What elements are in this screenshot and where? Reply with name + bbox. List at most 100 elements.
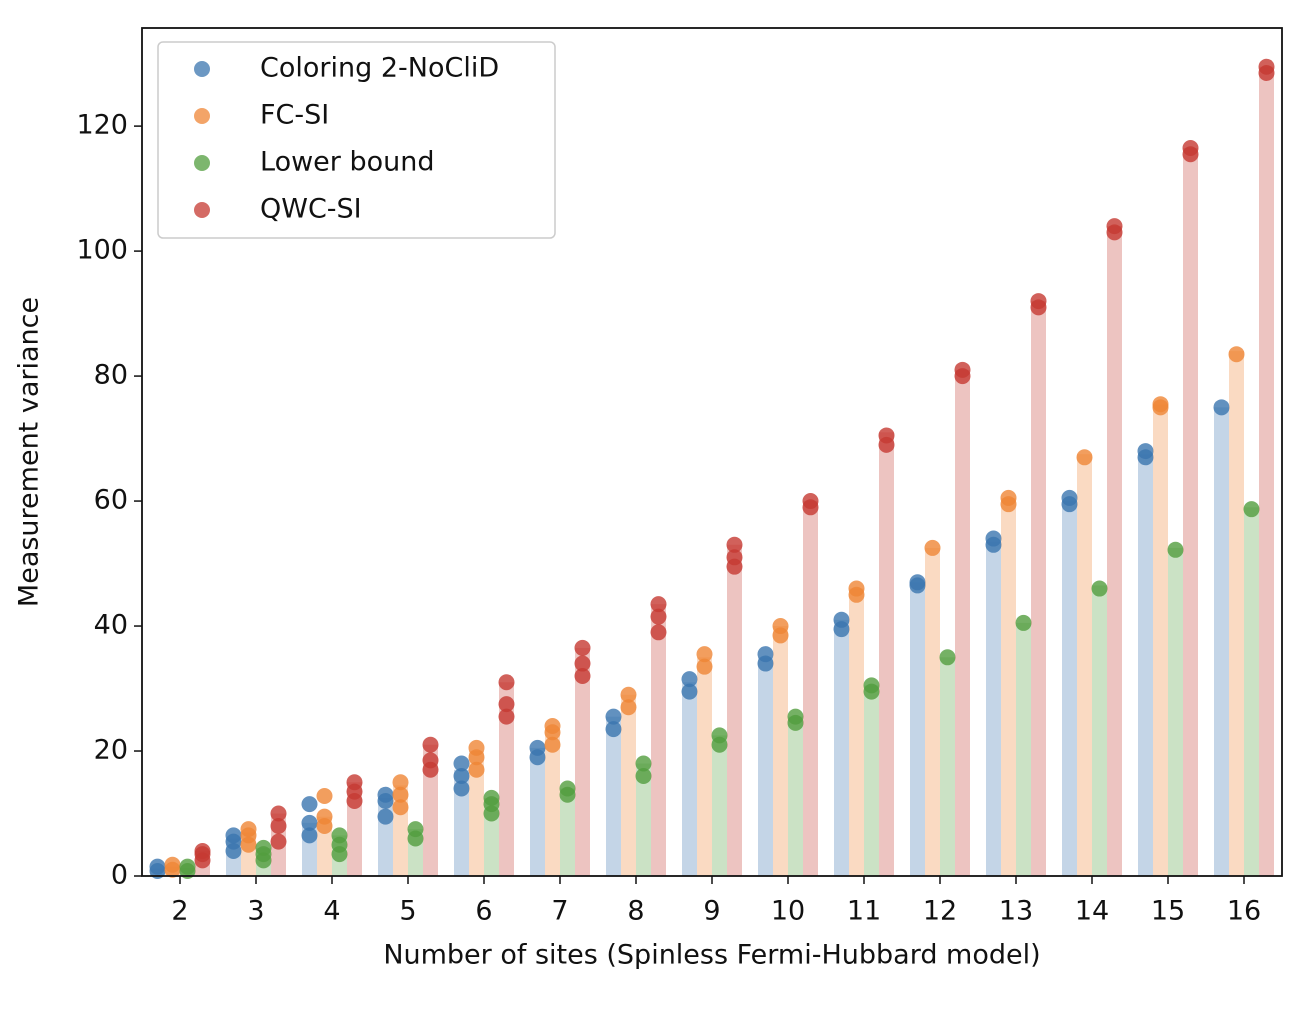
- x-tick-label: 15: [1151, 896, 1185, 927]
- point: [301, 814, 318, 831]
- point: [863, 677, 880, 694]
- point: [270, 818, 287, 835]
- point: [225, 827, 242, 844]
- bar: [955, 369, 970, 876]
- bar: [621, 694, 636, 876]
- point: [301, 827, 318, 844]
- point: [878, 427, 895, 444]
- point: [726, 549, 743, 566]
- bar: [606, 716, 621, 876]
- point: [346, 774, 363, 791]
- point: [1061, 489, 1078, 506]
- point: [270, 833, 287, 850]
- bar: [1229, 351, 1244, 876]
- point: [605, 708, 622, 725]
- point: [650, 596, 667, 613]
- point: [149, 858, 166, 875]
- bar: [727, 544, 742, 876]
- y-tick-label: 60: [94, 485, 128, 516]
- bar: [986, 541, 1001, 876]
- legend-label: QWC-SI: [260, 194, 362, 225]
- point: [1258, 58, 1275, 75]
- point: [1182, 139, 1199, 156]
- bar: [469, 751, 484, 876]
- point: [909, 574, 926, 591]
- bar: [1107, 226, 1122, 876]
- bar: [925, 547, 940, 876]
- point: [635, 768, 652, 785]
- point: [574, 668, 591, 685]
- bar: [575, 647, 590, 876]
- y-tick-label: 80: [94, 360, 128, 391]
- point: [620, 699, 637, 716]
- y-tick-label: 0: [111, 860, 128, 891]
- point: [179, 858, 196, 875]
- point: [392, 799, 409, 816]
- bar: [910, 582, 925, 876]
- point: [498, 708, 515, 725]
- bar: [1183, 147, 1198, 877]
- point: [681, 671, 698, 688]
- bar: [454, 769, 469, 876]
- point: [1091, 580, 1108, 597]
- point: [787, 708, 804, 725]
- point: [635, 755, 652, 772]
- legend-label: Lower bound: [260, 147, 435, 178]
- point: [483, 789, 500, 806]
- point: [833, 611, 850, 628]
- point: [1228, 346, 1245, 363]
- point: [316, 788, 333, 805]
- point: [453, 755, 470, 772]
- bar: [530, 747, 545, 876]
- point: [985, 530, 1002, 547]
- point: [392, 774, 409, 791]
- point: [1137, 443, 1154, 460]
- legend-label: FC-SI: [260, 100, 329, 131]
- x-tick-label: 11: [847, 896, 881, 927]
- point: [696, 646, 713, 663]
- point: [711, 727, 728, 744]
- bar: [758, 657, 773, 876]
- point: [924, 539, 941, 556]
- bar: [1138, 454, 1153, 876]
- plot-frame: [141, 27, 1283, 877]
- y-tick-label: 40: [94, 610, 128, 641]
- point: [559, 780, 576, 797]
- x-tick-label: 7: [551, 896, 568, 927]
- point: [529, 739, 546, 756]
- point: [848, 580, 865, 597]
- point: [468, 739, 485, 756]
- point: [240, 821, 257, 838]
- bar: [879, 432, 894, 876]
- point: [1167, 541, 1184, 558]
- x-tick-label: 5: [399, 896, 416, 927]
- point: [164, 856, 181, 873]
- bar: [1259, 66, 1274, 877]
- legend-marker: [194, 108, 210, 124]
- legend: Coloring 2-NoCliD FC-SI Lower bound QWC-SI: [157, 41, 556, 239]
- bar: [864, 685, 879, 876]
- point: [1000, 489, 1017, 506]
- point: [498, 674, 515, 691]
- x-tick-label: 2: [171, 896, 188, 927]
- point: [1213, 399, 1230, 416]
- bar: [651, 604, 666, 876]
- x-tick-label: 10: [771, 896, 805, 927]
- point: [757, 646, 774, 663]
- legend-marker: [194, 155, 210, 171]
- bar: [1062, 501, 1077, 876]
- point: [194, 843, 211, 860]
- point: [726, 536, 743, 553]
- point: [422, 752, 439, 769]
- point: [620, 686, 637, 703]
- point: [377, 786, 394, 803]
- point: [544, 718, 561, 735]
- point: [605, 721, 622, 738]
- bar: [545, 729, 560, 876]
- x-tick-label: 12: [923, 896, 957, 927]
- point: [1243, 501, 1260, 518]
- legend-marker: [194, 202, 210, 218]
- y-axis-label: Measurement variance: [14, 297, 45, 607]
- legend-label: Coloring 2-NoCliD: [260, 53, 499, 84]
